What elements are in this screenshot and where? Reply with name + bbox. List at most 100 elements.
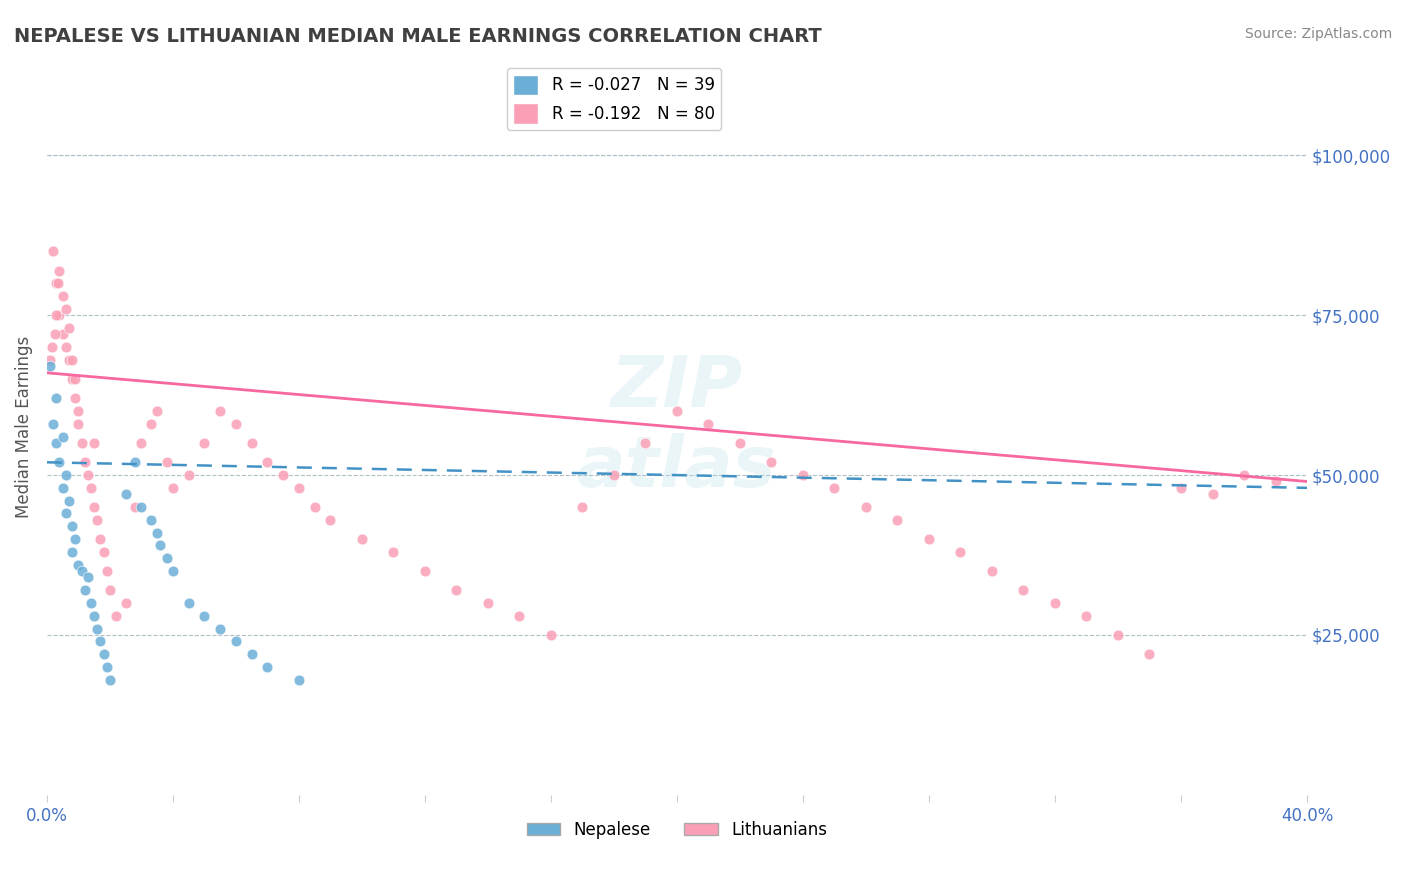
Point [1043, 596, 1066, 610]
Point [1012, 583, 1035, 598]
Point [139, 513, 162, 527]
Point [288, 673, 311, 687]
Point [413, 564, 436, 578]
Point [382, 545, 405, 559]
Point [949, 545, 972, 559]
Point [155, 455, 177, 469]
Y-axis label: Median Male Earnings: Median Male Earnings [15, 336, 32, 518]
Point [93, 545, 115, 559]
Point [41, 340, 63, 354]
Point [697, 417, 720, 431]
Point [55, 340, 77, 354]
Text: ZIP
atlas: ZIP atlas [576, 352, 778, 501]
Point [240, 436, 263, 450]
Point [886, 513, 908, 527]
Point [240, 647, 263, 661]
Point [76, 468, 98, 483]
Point [792, 468, 814, 483]
Point [761, 455, 783, 469]
Point [1076, 608, 1098, 623]
Point [44, 327, 66, 342]
Point [304, 500, 326, 514]
Point [52, 430, 75, 444]
Point [256, 660, 278, 674]
Point [55, 468, 77, 483]
Point [80, 596, 103, 610]
Point [1139, 647, 1161, 661]
Point [114, 487, 136, 501]
Point [446, 583, 468, 598]
Point [209, 622, 232, 636]
Point [131, 436, 153, 450]
Point [350, 532, 373, 546]
Point [288, 481, 311, 495]
Point [60, 545, 83, 559]
Point [55, 301, 77, 316]
Point [60, 372, 83, 386]
Point [46, 277, 69, 291]
Point [98, 673, 121, 687]
Point [1264, 475, 1286, 489]
Point [225, 417, 247, 431]
Point [271, 468, 294, 483]
Point [319, 513, 342, 527]
Point [824, 481, 846, 495]
Point [981, 564, 1004, 578]
Point [67, 558, 90, 572]
Point [918, 532, 941, 546]
Point [76, 570, 98, 584]
Point [1107, 628, 1129, 642]
Point [149, 538, 172, 552]
Point [162, 481, 184, 495]
Point [209, 404, 232, 418]
Point [256, 455, 278, 469]
Point [60, 519, 83, 533]
Point [146, 525, 169, 540]
Point [177, 468, 200, 483]
Point [65, 532, 87, 546]
Point [86, 622, 108, 636]
Point [60, 353, 83, 368]
Point [58, 353, 80, 368]
Point [1201, 487, 1223, 501]
Point [477, 596, 499, 610]
Point [603, 468, 626, 483]
Point [58, 321, 80, 335]
Point [55, 507, 77, 521]
Point [83, 500, 105, 514]
Point [89, 634, 111, 648]
Point [177, 596, 200, 610]
Point [1170, 481, 1192, 495]
Point [571, 500, 593, 514]
Point [80, 481, 103, 495]
Point [131, 500, 153, 514]
Point [73, 455, 96, 469]
Point [39, 353, 62, 368]
Point [193, 608, 215, 623]
Point [83, 608, 105, 623]
Point [193, 436, 215, 450]
Point [58, 493, 80, 508]
Point [146, 404, 169, 418]
Point [139, 417, 162, 431]
Point [45, 436, 67, 450]
Point [42, 244, 65, 259]
Point [67, 417, 90, 431]
Point [48, 455, 70, 469]
Point [42, 417, 65, 431]
Text: Source: ZipAtlas.com: Source: ZipAtlas.com [1244, 27, 1392, 41]
Point [39, 359, 62, 374]
Point [89, 532, 111, 546]
Point [96, 660, 118, 674]
Point [225, 634, 247, 648]
Text: NEPALESE VS LITHUANIAN MEDIAN MALE EARNINGS CORRELATION CHART: NEPALESE VS LITHUANIAN MEDIAN MALE EARNI… [14, 27, 823, 45]
Point [155, 551, 177, 566]
Point [52, 327, 75, 342]
Point [48, 263, 70, 277]
Point [1233, 468, 1256, 483]
Point [855, 500, 877, 514]
Point [65, 392, 87, 406]
Point [73, 583, 96, 598]
Point [70, 564, 93, 578]
Point [105, 608, 128, 623]
